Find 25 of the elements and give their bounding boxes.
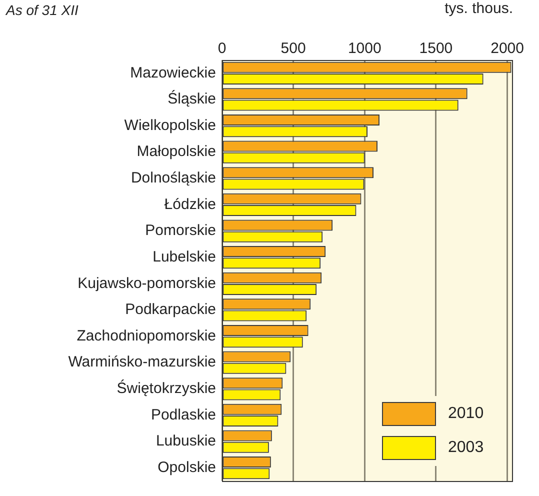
y-tick-label: Mazowieckie (130, 64, 216, 82)
y-tick-label: Zachodniopomorskie (76, 327, 216, 344)
y-tick-label: Lubuskie (156, 432, 216, 450)
text: As of 31 XII (6, 2, 78, 18)
y-tick-label: Kujawsko-pomorskie (78, 274, 216, 292)
x-tick-label: 0 (218, 40, 226, 58)
y-tick-label: Podkarpackie (125, 301, 216, 318)
y-tick-label: Podlaskie (150, 406, 216, 424)
y-tick-label: Łódzkie (164, 196, 216, 213)
x-tick-label: 500 (280, 40, 306, 58)
y-tick-label: Wielkopolskie (124, 116, 216, 134)
y-tick-label: Śląskie (168, 90, 216, 108)
x-tick-label: 1500 (419, 40, 453, 58)
y-tick-label: Opolskie (158, 458, 216, 476)
y-tick-label: Lubelskie (152, 248, 216, 266)
y-tick-label: Warmińsko-mazurskie (68, 354, 216, 371)
y-tick-label: Dolnośląskie (130, 170, 216, 187)
legend-label: 2010 (448, 405, 484, 423)
legend-label: 2003 (448, 439, 484, 457)
y-tick-label: Świętokrzyskie (116, 379, 216, 398)
x-tick-label: 2000 (490, 40, 524, 58)
x-tick-label: 1000 (348, 40, 382, 58)
y-tick-label: Pomorskie (145, 222, 216, 240)
y-tick-label: Małopolskie (136, 143, 216, 160)
x-axis-title: tys. thous. (444, 0, 513, 18)
